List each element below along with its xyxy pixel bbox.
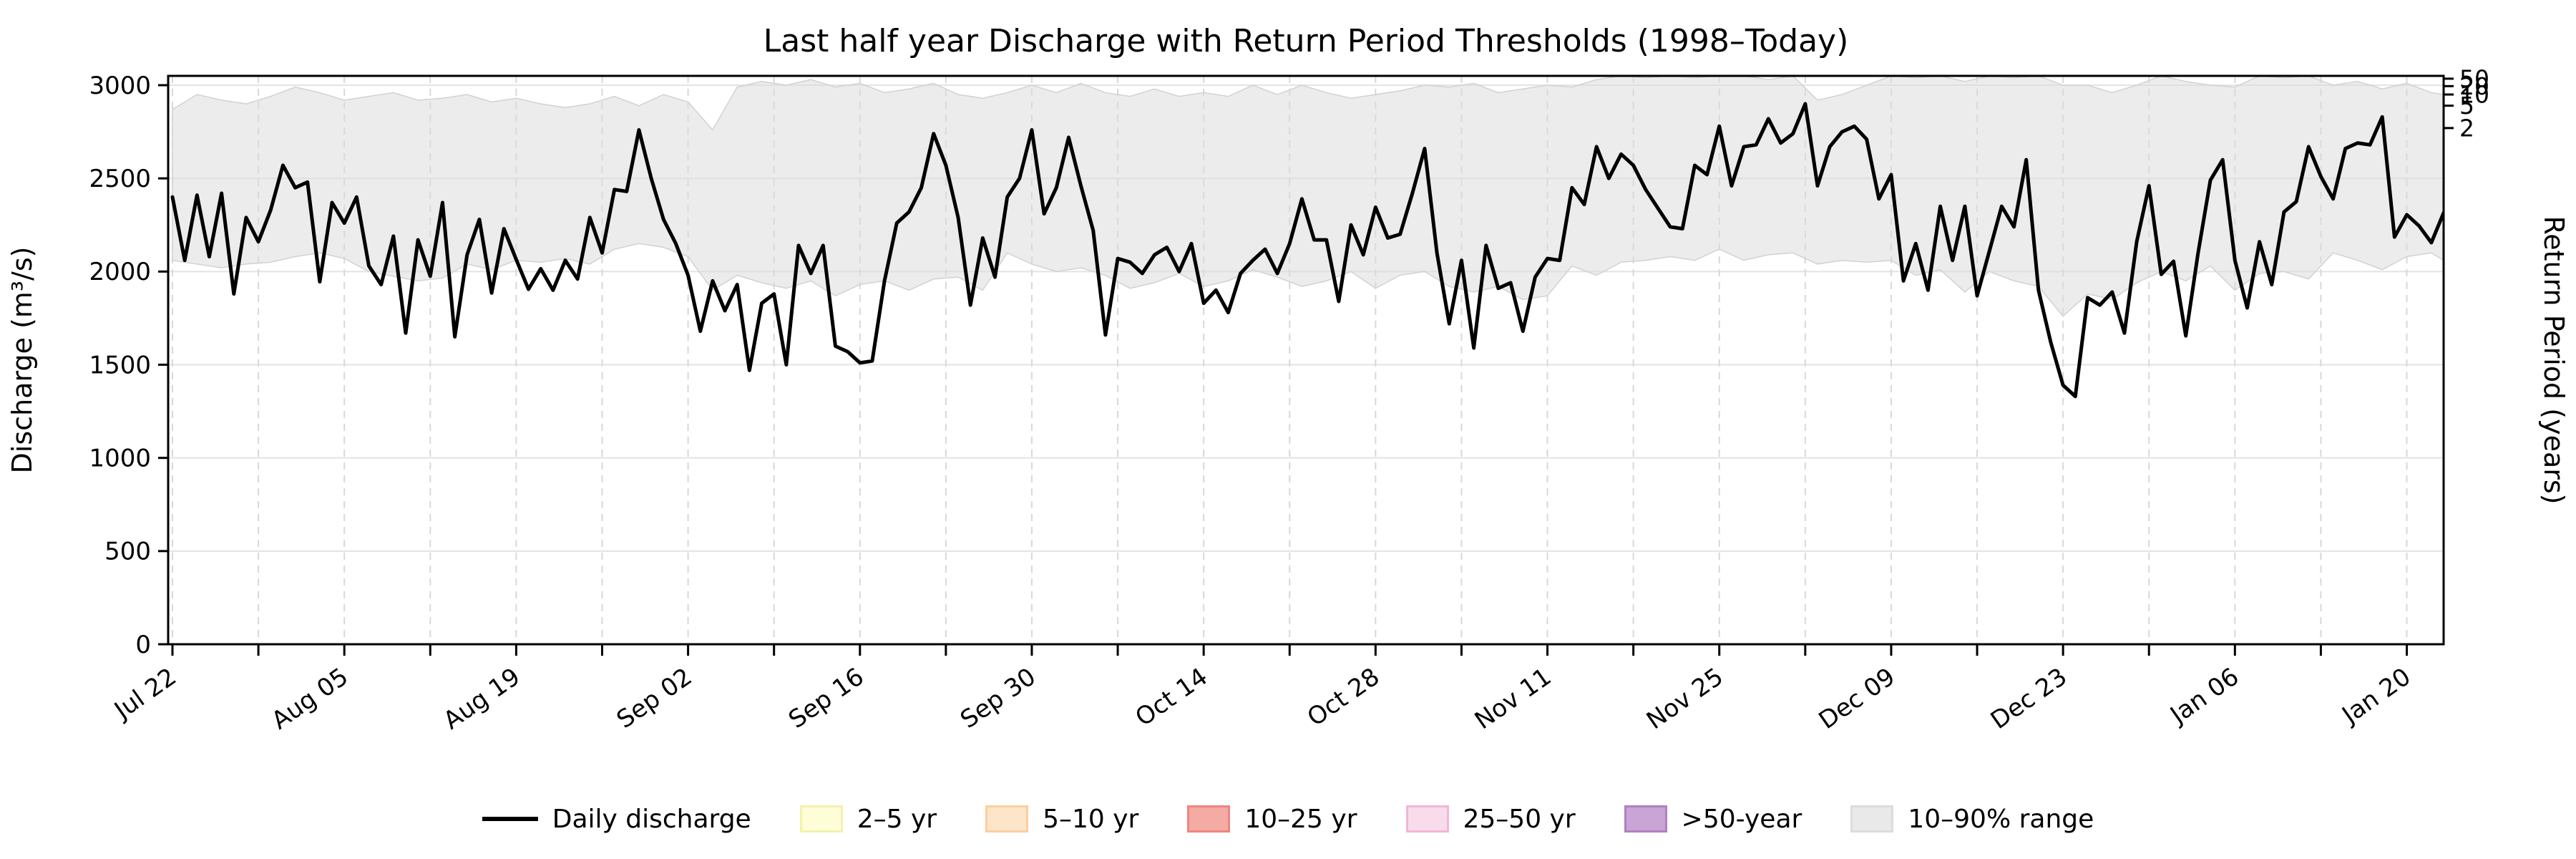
return-period-tick-label: 5 (2459, 92, 2474, 120)
legend-patch-swatch (985, 805, 1029, 833)
x-tick-label: Sep 02 (612, 662, 698, 734)
legend-patch-swatch (1624, 805, 1667, 833)
x-tick-label: Jul 22 (108, 662, 181, 725)
legend-label: 5–10 yr (1043, 804, 1139, 834)
y-tick-label: 1500 (89, 351, 151, 379)
legend-label: 25–50 yr (1463, 804, 1576, 834)
x-tick-label: Nov 11 (1470, 662, 1557, 735)
return-period-tick-label: 2 (2459, 114, 2474, 142)
legend-item-5: >50-year (1624, 805, 1802, 834)
x-tick-label: Dec 09 (1814, 662, 1901, 735)
plot-border (167, 74, 2445, 646)
x-tick-label: Sep 30 (955, 662, 1041, 734)
x-tick-label: Aug 05 (266, 662, 353, 735)
x-tick-label: Jan 06 (2164, 662, 2244, 730)
legend-patch-swatch (1850, 805, 1894, 833)
y-tick-label: 1000 (89, 445, 151, 473)
discharge-line-group (170, 102, 2444, 399)
legend-item-1: 2–5 yr (799, 804, 937, 834)
legend-item-4: 25–50 yr (1405, 804, 1576, 834)
right-axis-label: Return Period (years) (2538, 216, 2570, 505)
legend-label: >50-year (1681, 804, 1802, 834)
x-tick-label: Oct 14 (1131, 662, 1213, 732)
chart-legend: Daily discharge 2–5 yr 5–10 yr 10–25 yr 25–5… (0, 796, 2576, 842)
return-period-tick-label: 50 (2459, 64, 2489, 92)
left-axis-ticks: 0 500 1000 1500 2000 2500 3000 (89, 72, 168, 659)
legend-patch-swatch (1405, 805, 1449, 833)
legend-line-swatch (482, 817, 538, 821)
return-period-tick-label: 20 (2459, 72, 2489, 100)
legend-item-2: 5–10 yr (985, 805, 1138, 834)
y-tick-label: 2500 (89, 165, 151, 193)
x-tick-label: Sep 16 (784, 662, 869, 734)
x-tick-label: Oct 28 (1302, 662, 1385, 732)
discharge-line (170, 102, 2444, 399)
left-axis-label: Discharge (m³/s) (6, 247, 38, 474)
x-tick-label: Nov 25 (1641, 662, 1729, 735)
x-tick-label: Jan 20 (2336, 662, 2416, 730)
y-tick-label: 500 (104, 538, 151, 566)
y-tick-label: 2000 (89, 258, 151, 286)
legend-label: 2–5 yr (857, 804, 937, 834)
y-tick-label: 3000 (89, 72, 151, 100)
x-tick-label: Dec 23 (1986, 662, 2072, 735)
legend-item-3: 10–25 yr (1187, 805, 1357, 834)
x-tick-label: Aug 19 (439, 662, 526, 735)
percentile-band-group (172, 76, 2444, 317)
chart-title: Last half year Discharge with Return Per… (763, 23, 1849, 59)
return-period-tick-label: 10 (2459, 81, 2489, 109)
y-tick-label: 0 (135, 631, 151, 659)
percentile-band (172, 76, 2444, 317)
legend-patch-swatch (799, 805, 843, 833)
legend-item-6: 10–90% range (1850, 805, 2094, 834)
legend-label: Daily discharge (552, 804, 751, 834)
legend-item-0: Daily discharge (482, 805, 751, 834)
legend-patch-swatch (1187, 805, 1231, 833)
legend-label: 10–90% range (1908, 804, 2094, 834)
legend-label: 10–25 yr (1244, 804, 1357, 834)
bottom-axis-ticks: Jul 22 Aug 05 Aug 19 Sep 02 Sep 16 Sep 30 Oct … (108, 644, 2416, 735)
